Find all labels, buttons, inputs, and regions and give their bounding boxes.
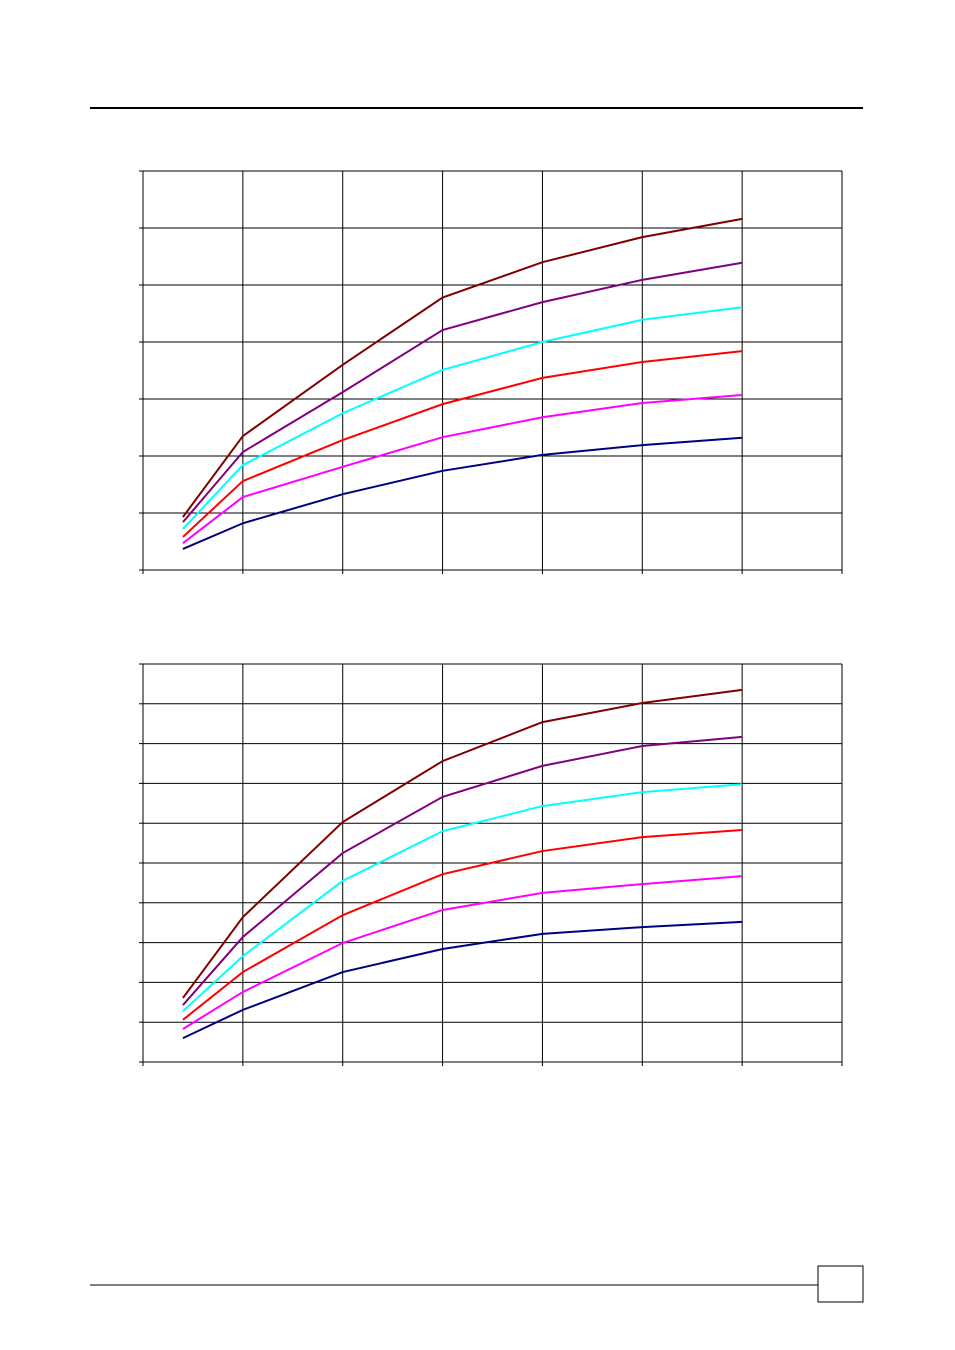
- series-line: [182, 920, 743, 1040]
- series-line: [182, 261, 743, 523]
- series-line: [182, 783, 743, 1012]
- series-line: [182, 875, 743, 1030]
- series-line: [182, 688, 743, 999]
- series-line: [182, 735, 743, 1006]
- series-line: [182, 394, 743, 545]
- series-line: [182, 436, 743, 550]
- series-line: [182, 350, 743, 538]
- series-line: [182, 828, 743, 1021]
- series-line: [182, 217, 743, 518]
- series-line: [182, 306, 743, 530]
- page-number-box: [817, 1265, 864, 1303]
